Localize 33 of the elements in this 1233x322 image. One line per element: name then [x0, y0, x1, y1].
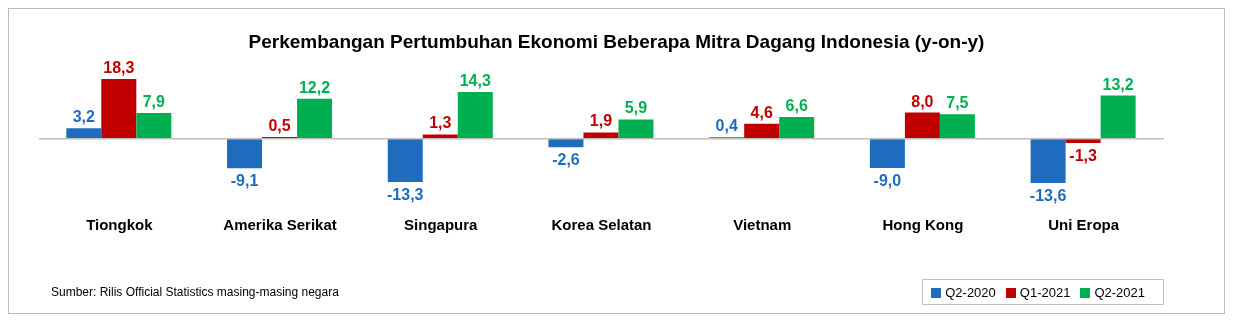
- data-label: 18,3: [103, 58, 135, 76]
- data-label: 7,5: [946, 94, 969, 112]
- data-label: -1,3: [1069, 146, 1097, 164]
- data-label: -13,3: [387, 186, 424, 204]
- x-tick-label: Uni Eropa: [1048, 215, 1120, 233]
- data-label: 4,6: [750, 103, 773, 121]
- legend-label: Q2-2020: [945, 285, 996, 300]
- legend-label: Q1-2021: [1019, 285, 1071, 300]
- data-label: 5,9: [624, 99, 648, 117]
- data-label: 0,4: [715, 117, 738, 135]
- data-label: 8,0: [911, 92, 934, 110]
- x-tick-label: Singapura: [404, 215, 479, 233]
- data-label: 6,6: [785, 97, 808, 115]
- legend-label: Q2-2021: [1094, 285, 1145, 300]
- data-label: 12,2: [298, 78, 331, 96]
- data-label: 7,9: [142, 92, 166, 110]
- data-label: 14,3: [459, 71, 491, 89]
- data-label: 1,9: [589, 112, 613, 130]
- text: Sumber: Rilis Official Statistics masing-masing negara: [51, 285, 339, 299]
- x-tick-label: Hong Kong: [882, 215, 964, 233]
- x-tick-label: Korea Selatan: [551, 215, 652, 233]
- data-label: -13,6: [1029, 187, 1067, 205]
- data-label: -2,6: [552, 151, 580, 169]
- data-label: 13,2: [1102, 75, 1134, 93]
- data-label: 1,3: [429, 114, 452, 132]
- chart-title: Perkembangan Pertumbuhan Ekonomi Beberapa Mitra Dagang Indonesia (y-on-y): [247, 31, 986, 53]
- data-label: 3,2: [72, 108, 96, 126]
- x-tick-label: Vietnam: [733, 215, 792, 233]
- data-label: -9,1: [230, 172, 259, 190]
- x-tick-label: Amerika Serikat: [223, 215, 337, 233]
- data-label: -9,0: [873, 172, 902, 190]
- x-tick-label: Tiongkok: [86, 215, 154, 233]
- data-label: 0,5: [268, 117, 291, 135]
